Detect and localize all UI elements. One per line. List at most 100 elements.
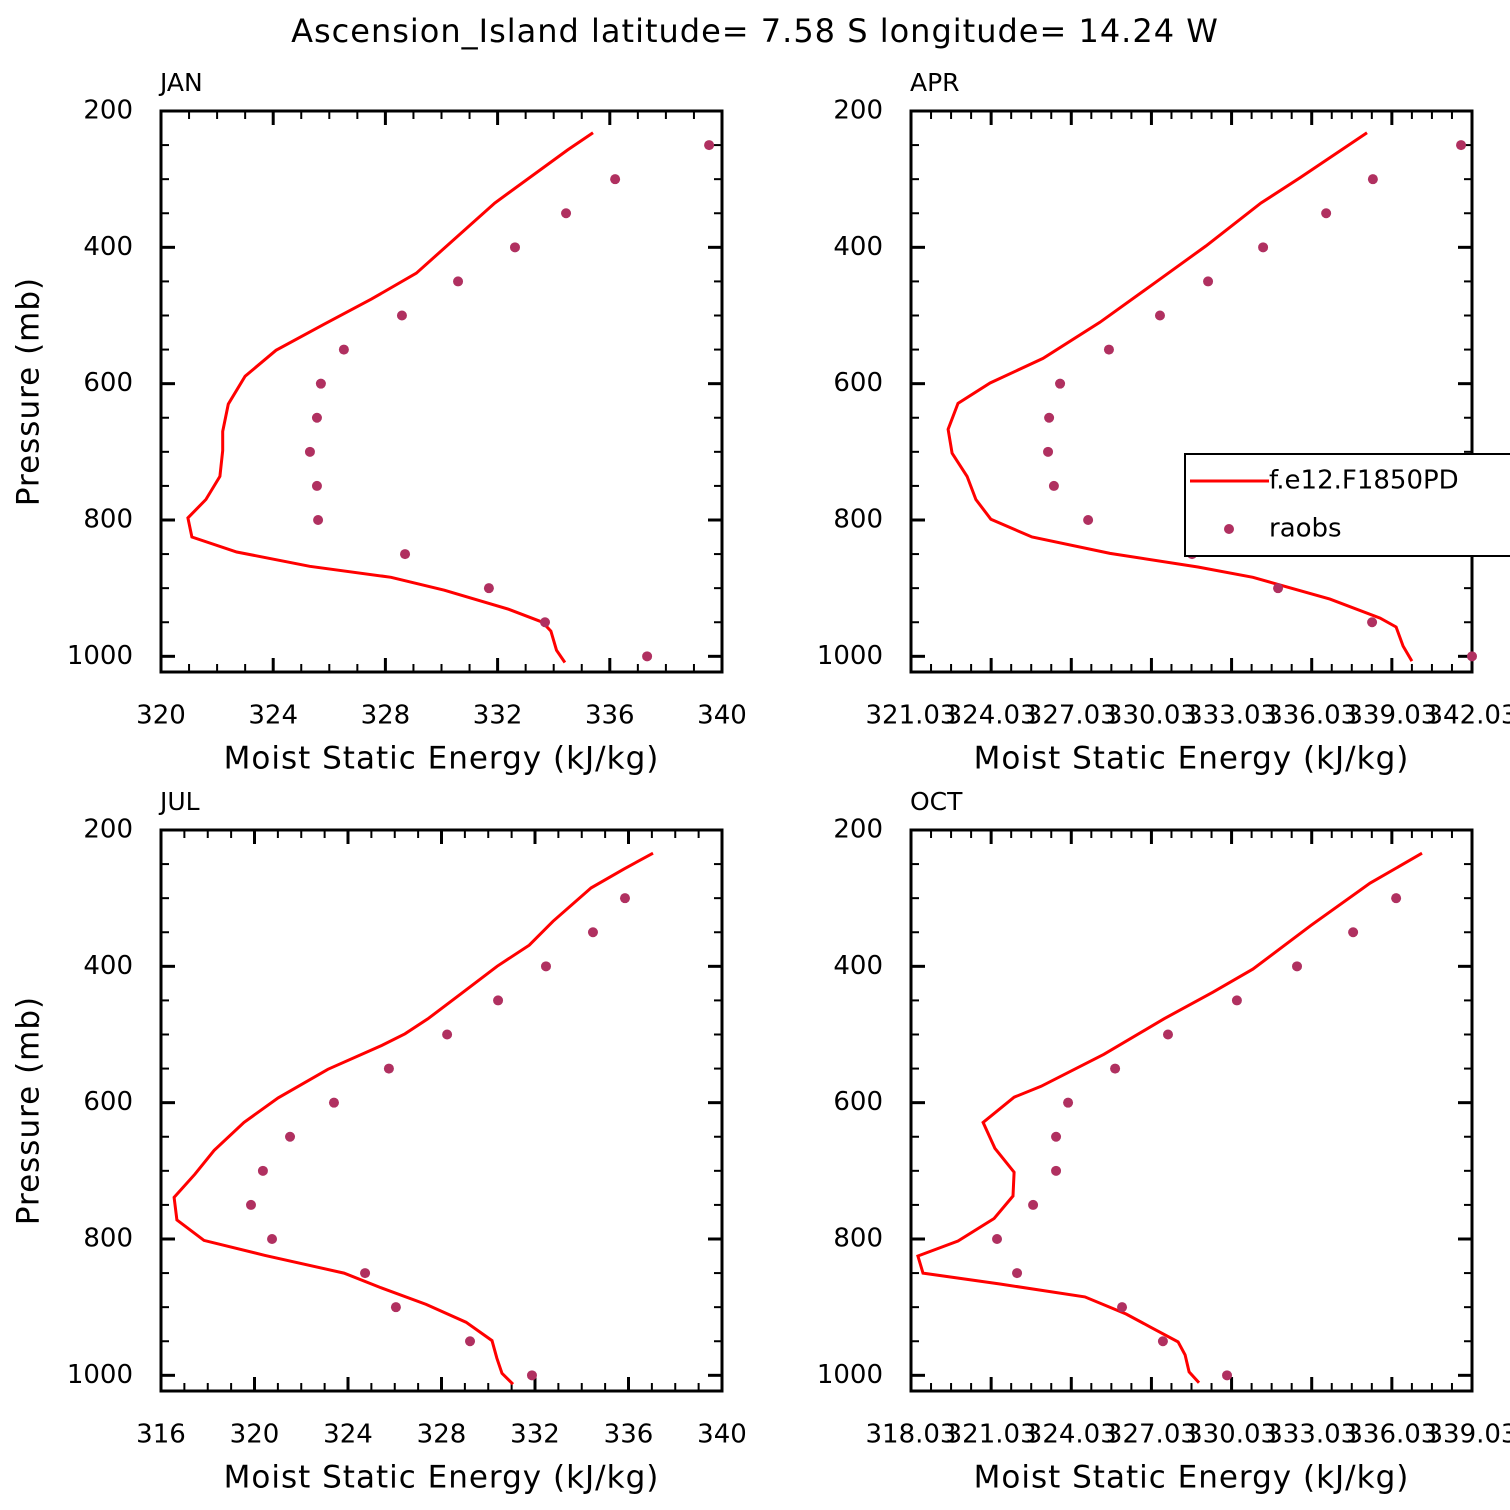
obs-point bbox=[587, 927, 598, 938]
y-axis-label: Pressure (mb) bbox=[11, 996, 47, 1225]
obs-point bbox=[1367, 617, 1378, 628]
obs-point bbox=[1292, 961, 1303, 972]
obs-point bbox=[1048, 480, 1059, 491]
obs-point bbox=[493, 995, 504, 1006]
legend-box bbox=[1184, 453, 1510, 557]
legend-label: raobs bbox=[1269, 514, 1342, 544]
obs-point bbox=[442, 1029, 453, 1040]
y-tick-label: 200 bbox=[83, 815, 133, 845]
x-tick-label: 333.03 bbox=[1266, 1420, 1357, 1450]
x-tick-label: 327.03 bbox=[1026, 701, 1117, 731]
legend-label: f.e12.F1850PD bbox=[1269, 466, 1459, 496]
x-axis-label: Moist Static Energy (kJ/kg) bbox=[224, 741, 660, 777]
obs-point bbox=[400, 549, 411, 560]
x-tick-label: 342.03 bbox=[1427, 701, 1510, 731]
obs-point bbox=[1467, 651, 1477, 662]
figure-title: Ascension_Island latitude= 7.58 S longit… bbox=[291, 12, 1219, 50]
y-tick-label: 800 bbox=[83, 1223, 133, 1253]
obs-point bbox=[540, 617, 551, 628]
obs-point bbox=[313, 514, 324, 525]
y-tick-label: 600 bbox=[833, 368, 883, 398]
y-tick-label: 1000 bbox=[817, 641, 883, 671]
x-tick-label: 320 bbox=[136, 701, 186, 731]
obs-point bbox=[1110, 1063, 1121, 1074]
obs-point bbox=[383, 1063, 394, 1074]
obs-point bbox=[257, 1165, 268, 1176]
x-tick-label: 336.03 bbox=[1266, 701, 1357, 731]
y-tick-label: 600 bbox=[833, 1087, 883, 1117]
plot-frame bbox=[909, 828, 1474, 1393]
obs-point bbox=[1258, 242, 1269, 253]
x-tick-label: 340 bbox=[697, 701, 747, 731]
obs-point bbox=[360, 1268, 371, 1279]
data-layer bbox=[172, 851, 654, 1386]
obs-point bbox=[396, 310, 407, 321]
y-tick-label: 400 bbox=[83, 232, 133, 262]
obs-point bbox=[1051, 1165, 1062, 1176]
obs-point bbox=[245, 1199, 256, 1210]
y-tick-label: 400 bbox=[83, 951, 133, 981]
obs-point bbox=[1273, 583, 1284, 594]
obs-point bbox=[1043, 446, 1054, 457]
y-tick-label: 800 bbox=[833, 504, 883, 534]
legend: f.e12.F1850PD raobs bbox=[1184, 453, 1510, 557]
x-tick-label: 320 bbox=[230, 1420, 280, 1450]
y-tick-label: 200 bbox=[833, 815, 883, 845]
obs-point bbox=[1055, 378, 1066, 389]
y-tick-label: 400 bbox=[833, 951, 883, 981]
obs-point bbox=[1117, 1302, 1128, 1313]
obs-point bbox=[390, 1302, 401, 1313]
obs-point bbox=[1203, 276, 1214, 287]
x-tick-label: 336 bbox=[604, 1420, 654, 1450]
obs-point bbox=[267, 1233, 278, 1244]
y-tick-label: 1000 bbox=[67, 1360, 133, 1390]
obs-point bbox=[1028, 1199, 1039, 1210]
x-tick-label: 330.03 bbox=[1106, 701, 1197, 731]
obs-point bbox=[1044, 412, 1055, 423]
obs-point bbox=[483, 583, 494, 594]
x-tick-label: 316 bbox=[136, 1420, 186, 1450]
x-tick-label: 336 bbox=[585, 701, 635, 731]
x-axis-label: Moist Static Energy (kJ/kg) bbox=[974, 741, 1410, 777]
x-axis-label: Moist Static Energy (kJ/kg) bbox=[974, 1460, 1410, 1496]
obs-point bbox=[1103, 344, 1114, 355]
obs-point bbox=[465, 1336, 476, 1347]
obs-point bbox=[285, 1131, 296, 1142]
x-tick-label: 332 bbox=[473, 701, 523, 731]
obs-point bbox=[1157, 1336, 1168, 1347]
obs-point bbox=[311, 480, 322, 491]
x-tick-label: 324.03 bbox=[1026, 1420, 1117, 1450]
y-tick-label: 600 bbox=[83, 1087, 133, 1117]
data-layer bbox=[916, 851, 1423, 1384]
panel-title: OCT bbox=[910, 787, 963, 816]
obs-point bbox=[1162, 1029, 1173, 1040]
x-tick-label: 330.03 bbox=[1186, 1420, 1277, 1450]
panel-title: JAN bbox=[158, 68, 203, 97]
obs-point bbox=[992, 1233, 1003, 1244]
obs-point bbox=[1391, 893, 1402, 904]
obs-point bbox=[526, 1370, 537, 1381]
obs-point bbox=[1012, 1268, 1023, 1279]
profile-line bbox=[916, 851, 1423, 1384]
profile-line bbox=[186, 131, 594, 664]
obs-point bbox=[338, 344, 349, 355]
obs-point bbox=[1222, 1370, 1233, 1381]
y-tick-label: 200 bbox=[83, 96, 133, 126]
obs-point bbox=[1348, 927, 1359, 938]
y-tick-label: 600 bbox=[83, 368, 133, 398]
plot-frame bbox=[909, 109, 1474, 674]
profile-line bbox=[946, 131, 1414, 662]
y-tick-label: 400 bbox=[833, 232, 883, 262]
x-tick-label: 327.03 bbox=[1106, 1420, 1197, 1450]
y-tick-label: 800 bbox=[833, 1223, 883, 1253]
x-tick-label: 318.03 bbox=[866, 1420, 957, 1450]
x-tick-label: 324 bbox=[248, 701, 298, 731]
obs-point bbox=[1154, 310, 1165, 321]
x-tick-label: 332 bbox=[510, 1420, 560, 1450]
x-tick-label: 339.03 bbox=[1346, 701, 1437, 731]
x-tick-label: 324 bbox=[323, 1420, 373, 1450]
panel: APR 200 400 600 800 1000 321.03324.03327.03330… bbox=[817, 68, 1510, 777]
obs-point bbox=[610, 174, 621, 185]
